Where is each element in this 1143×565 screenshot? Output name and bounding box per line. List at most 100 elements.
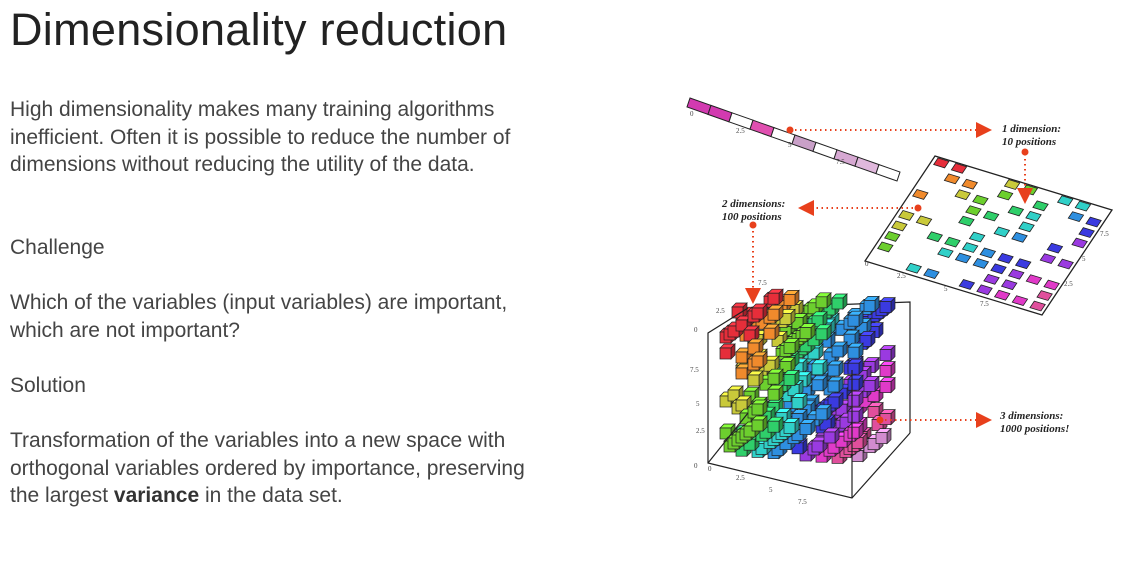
cube-block-front (867, 438, 880, 450)
cube-front-edges (707, 307, 911, 499)
cube-block-front (807, 302, 820, 315)
cube-block-front (719, 347, 732, 360)
plane-tile (961, 242, 979, 253)
cube-block-front (751, 355, 764, 368)
plane-tile (961, 178, 979, 190)
plane-tick-2-5: 2.5 (897, 272, 906, 280)
plane-side-tick-7-5: 7.5 (1100, 230, 1109, 238)
cube-block-front (811, 315, 824, 328)
cube-block-front (815, 408, 828, 421)
cube-block-front (847, 410, 860, 423)
cube-block-front (823, 431, 836, 444)
plane-tile (1003, 179, 1021, 190)
plane-tile (944, 236, 961, 248)
cube-block-front (739, 412, 752, 425)
plane-tile (979, 247, 997, 259)
cube-block-front (867, 406, 880, 418)
plane-tile (912, 189, 929, 200)
cube-tick-0: 0 (694, 326, 698, 334)
strip-tick-7-5: 7.5 (836, 158, 845, 166)
cube-block-front (735, 367, 748, 380)
cube-tick-2-5: 2.5 (696, 427, 705, 435)
cube-block-front (879, 349, 892, 361)
cube-block-front (847, 314, 860, 327)
plane-tile (877, 241, 894, 253)
plane-tile (990, 263, 1007, 275)
cube-block-front (859, 335, 872, 347)
cube-block-front (727, 389, 740, 402)
plane-tile (976, 284, 993, 296)
cube-block-front (815, 296, 828, 309)
plane-tick-7-5: 7.5 (980, 300, 989, 308)
cube-block-front (823, 351, 836, 364)
cube-block-front (731, 306, 744, 319)
cube-tick-7-5: 7.5 (690, 366, 699, 374)
plane-tile (954, 189, 972, 201)
cube-block-front (783, 422, 796, 434)
plane-tile (1036, 290, 1053, 301)
cube-bottom-tick-7-5: 7.5 (798, 498, 807, 506)
cube-block-front (835, 323, 848, 336)
cube-block-front (815, 328, 828, 341)
cube-block-front (719, 395, 732, 408)
strip-tick-0: 0 (690, 110, 694, 118)
plane-tile (1039, 253, 1057, 265)
cube-block-front (831, 345, 844, 358)
cube-block-front (863, 300, 876, 312)
callout-2d-line1: 2 dimensions: (721, 198, 785, 210)
plane-tile (943, 173, 961, 185)
cube-block-front (827, 364, 840, 377)
strip-cell (791, 134, 817, 153)
cube-block-front (799, 423, 812, 435)
cube-block-front (847, 378, 860, 391)
plane-tile (968, 231, 986, 243)
plane-tile (1046, 242, 1064, 254)
plane-tile (993, 289, 1011, 301)
solution-heading: Solution (10, 374, 86, 397)
cube-block-front (767, 420, 780, 433)
plane-tile (1014, 258, 1032, 270)
cube-block-front (847, 394, 860, 407)
one-dimension-strip (686, 97, 901, 182)
plane-tick-0: 0 (865, 260, 869, 268)
cube-bottom-tick-2-5: 2.5 (736, 474, 745, 482)
cube-tick-5: 5 (696, 400, 700, 408)
variance-emphasis: variance (113, 484, 200, 507)
cube-bottom-tick-0: 0 (708, 465, 712, 473)
cube-block-front (827, 380, 840, 393)
cube-block-front (747, 342, 760, 355)
cube-block-front (863, 380, 876, 392)
cube-block-front (827, 396, 840, 409)
challenge-heading: Challenge (10, 236, 105, 259)
cube-block-front (879, 365, 892, 377)
plane-side-tick-5: 5 (1082, 255, 1086, 263)
callout-arrows (745, 122, 1033, 428)
dimensionality-figure: 0 2.5 5 7.5 0 2.5 5 7.5 2.5 5 7.5 0 7.5 … (686, 97, 1114, 506)
cube-block-front (879, 381, 892, 393)
plane-tile (1056, 195, 1074, 207)
callout-1d-line2: 10 positions (1002, 136, 1056, 148)
strip-cell (812, 141, 838, 160)
cube-block-front (811, 379, 824, 392)
cube-block-front (783, 294, 796, 306)
plane-tile (1032, 200, 1049, 212)
cube-block-front (799, 327, 812, 339)
cube-block-front (727, 325, 740, 338)
plane-tile (923, 268, 940, 280)
cube-block-front (747, 374, 760, 387)
cube-block-front (735, 399, 748, 412)
cube-block-front (779, 361, 792, 373)
challenge-text: Which of the variables (input variables)… (10, 291, 508, 342)
cube-corner-tick-0: 0 (694, 462, 698, 470)
plane-tile (972, 194, 989, 206)
plane-tile (1007, 268, 1025, 280)
cube-block-front (839, 416, 852, 429)
cube-block-front (751, 419, 764, 432)
plane-tick-5: 5 (944, 285, 948, 293)
strip-cell (854, 156, 880, 175)
three-dimension-cube (719, 288, 896, 465)
cube-top-tick-7-5: 7.5 (758, 279, 767, 287)
plane-tile (972, 258, 990, 269)
cube-block-front (751, 403, 764, 416)
cube-block-front (791, 397, 804, 409)
